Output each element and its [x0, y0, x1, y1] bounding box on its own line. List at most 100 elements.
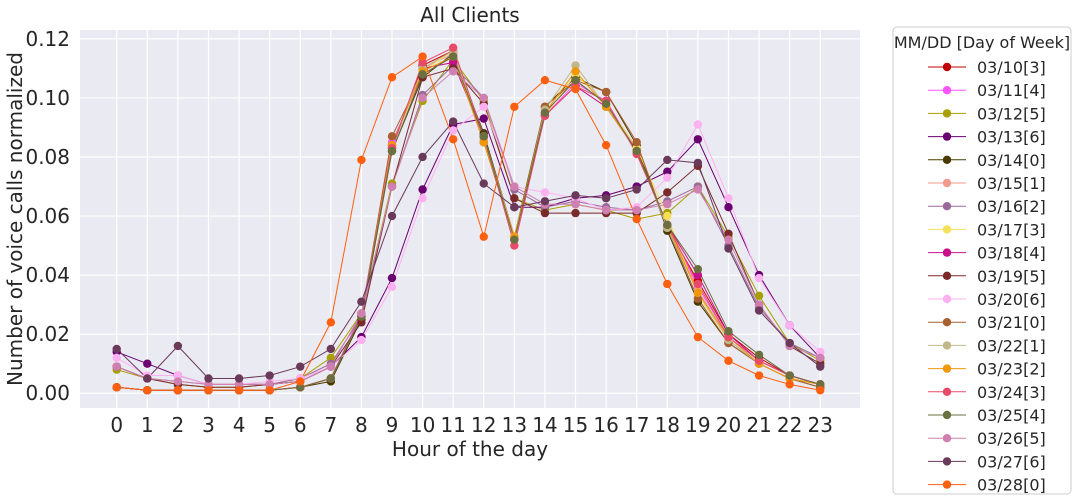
data-point [387, 273, 397, 283]
data-point [693, 120, 703, 129]
data-point [418, 58, 427, 67]
legend-item: 03/16[2] [928, 197, 1046, 216]
data-point [693, 294, 703, 303]
data-point [571, 67, 580, 76]
data-point [357, 309, 366, 318]
y-tick-label: 0.02 [25, 322, 70, 346]
data-point [724, 332, 733, 342]
legend-swatch-marker [942, 271, 952, 280]
data-point [418, 93, 427, 103]
data-point [601, 140, 611, 150]
data-point [693, 332, 703, 342]
data-point [663, 167, 672, 176]
x-tick-label: 3 [202, 413, 215, 437]
legend-label: 03/26[5] [977, 429, 1046, 448]
legend-label: 03/18[4] [977, 244, 1046, 263]
data-point [632, 146, 641, 156]
data-point [571, 208, 580, 218]
data-point [326, 353, 336, 362]
x-tick-label: 19 [685, 413, 710, 437]
data-point [663, 155, 672, 165]
data-point [724, 327, 733, 336]
data-point [601, 205, 611, 215]
data-point [112, 362, 121, 371]
data-point [724, 356, 733, 365]
x-tick-label: 13 [502, 413, 527, 437]
data-point [326, 362, 336, 371]
x-tick-label: 12 [471, 413, 496, 437]
x-tick-label: 11 [440, 413, 465, 437]
data-point [724, 244, 733, 253]
x-tick-label: 6 [294, 413, 307, 437]
legend-swatch-marker [942, 410, 952, 420]
data-point [234, 386, 244, 395]
series-line [116, 55, 821, 391]
legend-title: MM/DD [Day of Week] [894, 33, 1070, 52]
data-point [724, 235, 733, 244]
legend-item: 03/11[4] [928, 81, 1046, 100]
x-tick-label: 5 [263, 413, 276, 437]
chart-title: All Clients [420, 3, 519, 27]
x-tick-label: 20 [716, 413, 741, 437]
data-point [601, 87, 611, 97]
x-tick-label: 22 [777, 413, 802, 437]
legend-item: 03/20[6] [928, 290, 1046, 309]
legend-swatch-marker [942, 132, 952, 141]
data-point [326, 344, 336, 354]
data-point [296, 377, 305, 386]
data-point [754, 300, 764, 309]
data-point [357, 297, 366, 306]
data-point [112, 344, 121, 354]
legend-label: 03/25[4] [977, 406, 1046, 425]
data-point [143, 359, 152, 368]
data-point [571, 76, 580, 85]
data-point [663, 279, 672, 289]
data-point [265, 371, 274, 380]
data-point [234, 374, 244, 383]
data-point [234, 380, 244, 389]
data-point [357, 318, 366, 327]
x-tick-label: 10 [410, 413, 435, 437]
x-tick-label: 9 [386, 413, 399, 437]
data-point [479, 114, 488, 123]
data-point [816, 386, 825, 395]
data-point [387, 73, 397, 82]
data-point [448, 58, 458, 67]
data-point [387, 132, 397, 141]
data-point [724, 229, 733, 238]
data-point [448, 117, 458, 126]
x-tick-label: 8 [355, 413, 368, 437]
data-point [724, 202, 733, 212]
data-point [418, 152, 427, 162]
legend-swatch-marker [942, 225, 952, 234]
legend-swatch-marker [942, 202, 952, 211]
data-point [754, 306, 764, 315]
data-point [663, 173, 672, 182]
legend-swatch-marker [942, 318, 952, 327]
legend-label: 03/23[2] [977, 360, 1046, 379]
legend-label: 03/17[3] [977, 220, 1046, 239]
data-point [510, 194, 519, 203]
data-point [173, 386, 183, 395]
y-axis-label: Number of voice calls normalized [3, 52, 27, 386]
legend-item: 03/17[3] [928, 220, 1046, 239]
x-tick-label: 16 [593, 413, 618, 437]
data-point [448, 43, 458, 52]
data-point [663, 220, 672, 230]
y-tick-label: 0.12 [25, 27, 70, 51]
legend-swatch-marker [942, 457, 952, 466]
data-point [387, 182, 397, 191]
legend-label: 03/28[0] [977, 476, 1046, 495]
data-point [448, 135, 458, 144]
data-point [418, 194, 427, 203]
data-point [387, 146, 397, 156]
data-point [387, 282, 397, 292]
data-point [173, 341, 183, 351]
data-point [204, 380, 213, 389]
legend-label: 03/14[0] [977, 151, 1046, 170]
data-point [540, 76, 550, 85]
data-point [785, 338, 794, 348]
data-point [143, 386, 152, 395]
data-point [816, 353, 825, 362]
data-point [632, 205, 641, 215]
